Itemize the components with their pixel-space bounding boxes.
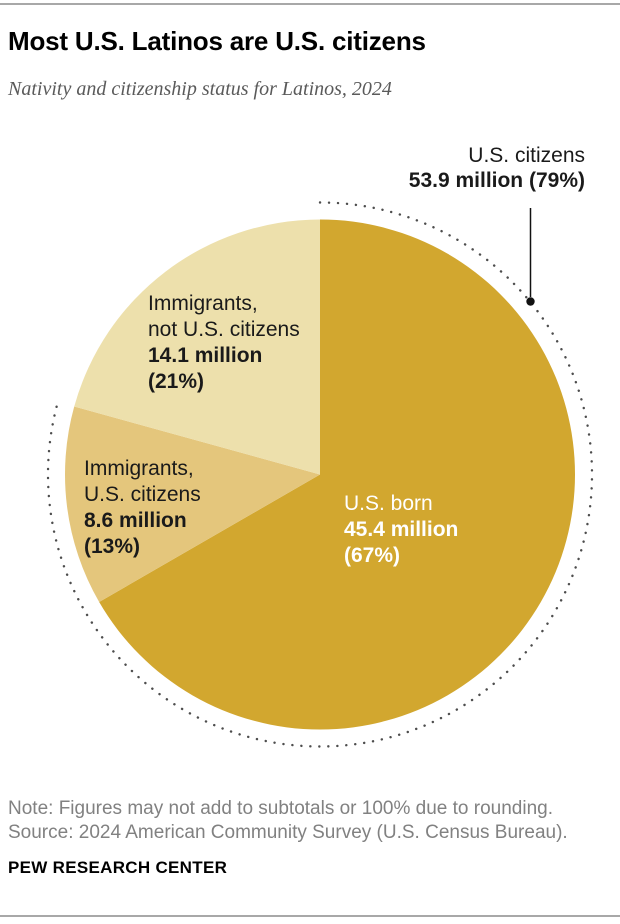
slice-pct: (67%) bbox=[344, 544, 401, 567]
citizens-dotted-arc bbox=[46, 201, 594, 748]
pie-chart: U.S. citizens 53.9 million (79%) Immigra… bbox=[0, 130, 620, 790]
footer-notes: Note: Figures may not add to subtotals o… bbox=[8, 797, 612, 845]
slice-label-line: Immigrants, bbox=[148, 292, 258, 315]
citizens-arc-group bbox=[46, 201, 594, 748]
slice-label-us-born: U.S. born 45.4 million (67%) bbox=[344, 491, 458, 569]
slice-pct: (21%) bbox=[148, 370, 205, 393]
pie-slice-immigrants-not-citizens bbox=[74, 219, 320, 475]
source-line: Source: 2024 American Community Survey (… bbox=[8, 822, 568, 843]
callout-dot bbox=[526, 297, 535, 306]
pie-svg bbox=[46, 201, 594, 748]
pie-slice-us-born bbox=[99, 219, 576, 730]
slice-label-line: Immigrants, bbox=[84, 457, 194, 480]
slice-value: 45.4 million bbox=[344, 518, 459, 541]
top-divider bbox=[0, 3, 620, 5]
slice-label-line: not U.S. citizens bbox=[148, 318, 300, 341]
page-subtitle: Nativity and citizenship status for Lati… bbox=[8, 78, 392, 100]
pie-slice-immigrants-us-citizens bbox=[65, 406, 320, 602]
pie-slices-group bbox=[65, 219, 576, 730]
slice-value: 14.1 million bbox=[148, 344, 263, 367]
slice-label-line: U.S. citizens bbox=[84, 483, 201, 506]
brand-footer: PEW RESEARCH CENTER bbox=[8, 858, 228, 877]
page-title: Most U.S. Latinos are U.S. citizens bbox=[8, 26, 426, 56]
slice-label-immigrants-not-citizens: Immigrants, not U.S. citizens 14.1 milli… bbox=[148, 291, 300, 395]
slice-value: 8.6 million bbox=[84, 509, 187, 532]
slice-pct: (13%) bbox=[84, 535, 141, 558]
annotation-us-citizens: U.S. citizens 53.9 million (79%) bbox=[409, 143, 585, 193]
bottom-divider bbox=[0, 915, 620, 917]
note-line: Note: Figures may not add to subtotals o… bbox=[8, 798, 553, 819]
annotation-label: U.S. citizens bbox=[468, 144, 585, 167]
slice-label-line: U.S. born bbox=[344, 492, 433, 515]
annotation-value: 53.9 million (79%) bbox=[408, 169, 585, 192]
slice-label-immigrants-us-citizens: Immigrants, U.S. citizens 8.6 million (1… bbox=[84, 456, 201, 560]
